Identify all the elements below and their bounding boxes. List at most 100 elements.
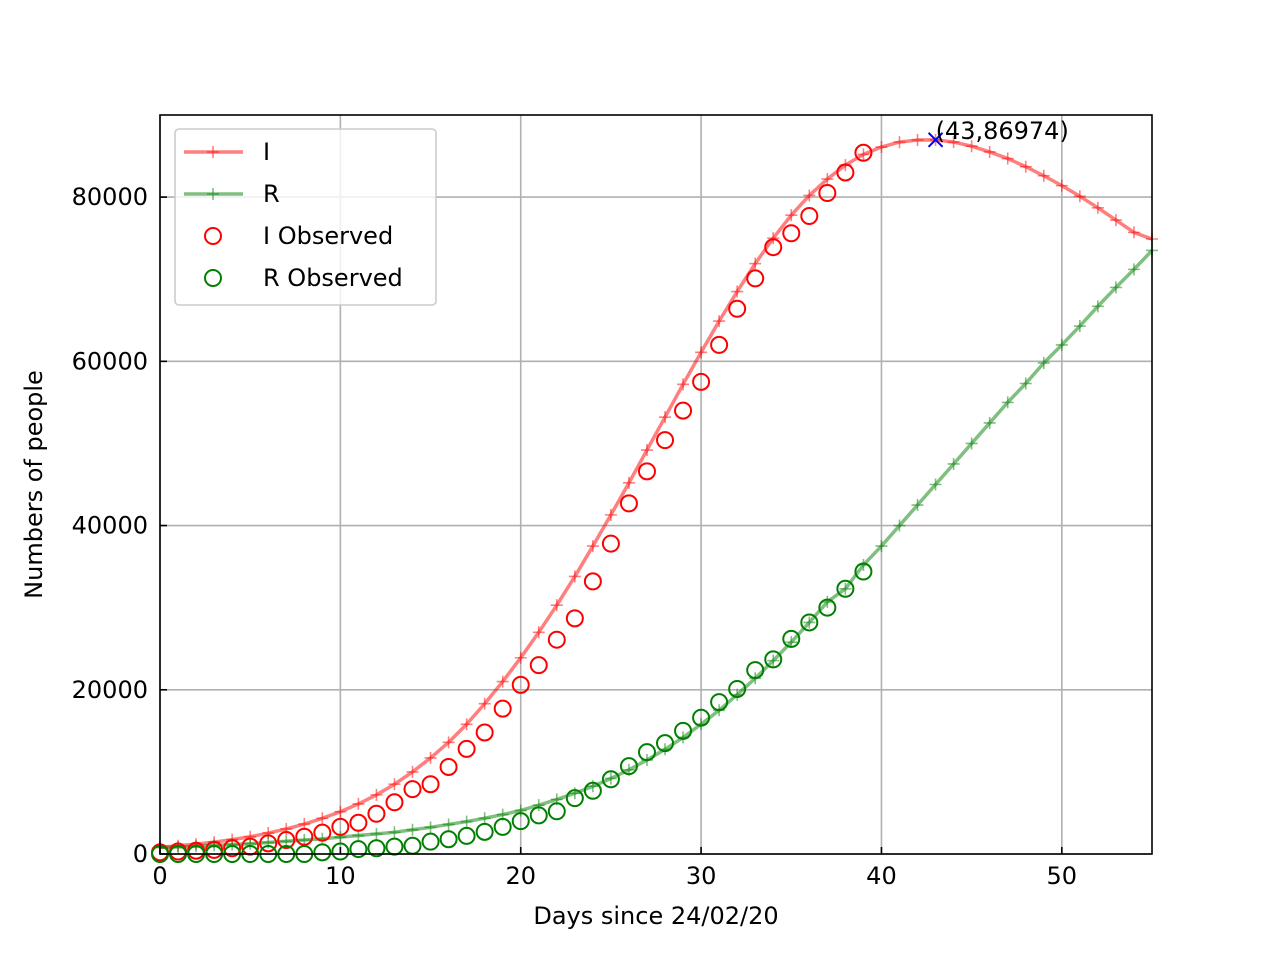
point-r	[965, 437, 978, 450]
point-i	[983, 145, 996, 158]
point-i-observed	[728, 299, 747, 318]
point-r	[1055, 338, 1068, 351]
point-i	[911, 134, 924, 147]
point-i-observed	[367, 804, 386, 823]
y-tick-label: 60000	[72, 347, 148, 375]
point-i-observed	[313, 823, 332, 842]
grid-lines	[159, 115, 1152, 855]
point-r	[911, 499, 924, 512]
legend-label-i-observed: I Observed	[263, 222, 393, 250]
point-r	[983, 416, 996, 429]
point-i	[677, 378, 690, 391]
point-r	[1019, 377, 1032, 390]
legend-marker-i-observed	[204, 227, 222, 245]
point-r	[731, 688, 744, 701]
point-i-observed	[493, 699, 512, 718]
point-r-observed	[656, 734, 675, 753]
y-tick-label: 80000	[72, 183, 148, 211]
point-r	[803, 616, 816, 629]
legend-label-r: R	[263, 180, 280, 208]
point-i-observed	[511, 675, 530, 694]
plot-area-frame	[159, 114, 1153, 855]
point-r	[424, 821, 437, 834]
point-r-observed	[493, 817, 512, 836]
y-tick-label: 0	[133, 840, 148, 868]
point-r-observed	[475, 822, 494, 841]
annotation-label: (43,86974)	[936, 117, 1069, 145]
point-i-observed	[692, 372, 711, 391]
legend-label-i: I	[263, 138, 270, 166]
point-r-observed	[619, 757, 638, 776]
point-i-observed	[836, 163, 855, 182]
point-r-observed	[818, 598, 837, 617]
point-r-observed	[331, 842, 350, 861]
point-r	[929, 478, 942, 491]
point-i	[803, 189, 816, 202]
point-r	[1037, 356, 1050, 369]
axis-ticks: 0 10 20 30 40 50 0 20000 40000 60000 80000	[72, 183, 1077, 890]
legend-label-r-observed: R Observed	[263, 264, 403, 292]
point-r	[821, 595, 834, 608]
point-i	[1109, 214, 1122, 227]
point-r	[893, 519, 906, 532]
x-tick-label: 0	[152, 862, 167, 890]
point-r	[460, 815, 473, 828]
point-i-observed	[439, 757, 458, 776]
point-i-observed	[331, 817, 350, 836]
point-i	[604, 508, 617, 521]
point-i-observed	[782, 224, 801, 243]
annotations: (43,86974)	[927, 117, 1069, 148]
point-r-observed	[439, 830, 458, 849]
point-r	[1001, 396, 1014, 409]
point-i-observed	[385, 793, 404, 812]
point-i	[424, 751, 437, 764]
legend-box	[174, 128, 437, 306]
point-i	[586, 540, 599, 553]
point-r-observed	[782, 629, 801, 648]
point-i-observed	[457, 739, 476, 758]
legend-marker-r-observed	[204, 269, 222, 287]
point-r-observed	[692, 708, 711, 727]
point-i-observed	[800, 206, 819, 225]
point-r-observed	[565, 789, 584, 808]
point-i	[316, 812, 329, 825]
point-r	[604, 772, 617, 785]
point-i-observed	[295, 827, 314, 846]
point-i-observed	[854, 143, 873, 162]
point-r	[334, 831, 347, 844]
x-tick-label: 50	[1047, 862, 1078, 890]
point-i	[749, 257, 762, 270]
x-tick-label: 10	[325, 862, 356, 890]
y-tick-label: 40000	[72, 512, 148, 540]
point-r-observed	[746, 661, 765, 680]
point-i-observed	[764, 238, 783, 257]
point-r-observed	[313, 843, 332, 862]
point-i	[478, 697, 491, 710]
point-i	[785, 209, 798, 222]
point-r-observed	[601, 770, 620, 789]
point-r	[442, 818, 455, 831]
point-r-observed	[529, 806, 548, 825]
annotation-marker	[927, 132, 944, 148]
point-i-observed	[349, 813, 368, 832]
point-r-observed	[457, 826, 476, 845]
point-i	[695, 346, 708, 359]
point-i-observed	[403, 780, 422, 799]
point-r-observed	[367, 839, 386, 858]
point-i	[406, 765, 419, 778]
x-tick-label: 40	[866, 862, 897, 890]
point-i	[821, 173, 834, 186]
point-r	[406, 823, 419, 836]
point-r	[244, 837, 257, 850]
point-i-observed	[583, 572, 602, 591]
point-i	[857, 148, 870, 161]
point-r-observed	[547, 802, 566, 821]
x-tick-label: 30	[686, 862, 717, 890]
point-r	[767, 654, 780, 667]
point-r	[532, 799, 545, 812]
legend: IR I Observed R Observed	[174, 128, 437, 306]
point-i	[460, 718, 473, 731]
point-i	[731, 285, 744, 298]
point-i	[1073, 190, 1086, 203]
point-i	[1055, 179, 1068, 192]
